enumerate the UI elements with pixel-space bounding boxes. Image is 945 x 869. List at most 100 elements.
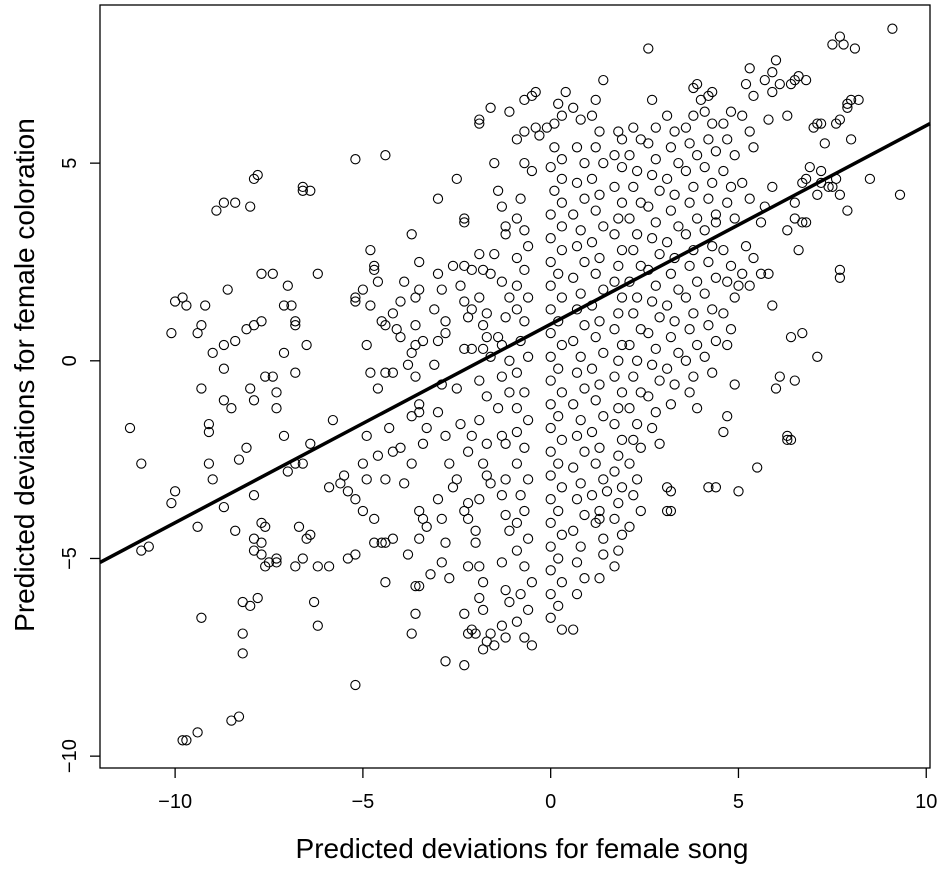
data-point <box>722 197 733 208</box>
data-point <box>613 545 624 556</box>
data-point <box>545 256 556 268</box>
data-point <box>252 169 263 181</box>
data-point <box>245 600 256 612</box>
data-point <box>222 284 233 295</box>
data-point <box>643 391 654 402</box>
data-point <box>733 486 744 497</box>
data-point <box>504 525 515 536</box>
data-point <box>793 244 804 256</box>
data-point <box>410 580 421 592</box>
data-point <box>241 324 252 335</box>
data-point <box>369 513 380 525</box>
data-point <box>455 418 466 430</box>
data-point <box>474 118 485 129</box>
data-point <box>376 537 387 548</box>
data-point <box>200 300 211 311</box>
data-point <box>241 442 252 453</box>
data-point <box>628 434 639 446</box>
data-point <box>680 165 692 177</box>
data-point <box>192 327 203 339</box>
data-point <box>707 118 718 129</box>
data-point <box>815 165 827 177</box>
data-point <box>755 268 767 279</box>
data-point <box>703 90 714 102</box>
data-point <box>556 387 568 398</box>
data-point <box>485 628 496 639</box>
data-point <box>522 533 534 544</box>
data-point <box>624 521 635 532</box>
data-point <box>594 316 605 327</box>
data-point <box>406 347 417 359</box>
data-point <box>571 588 583 600</box>
data-point <box>519 316 530 327</box>
data-point <box>470 537 481 548</box>
data-point <box>767 300 778 311</box>
data-point <box>511 545 523 556</box>
data-point <box>748 252 759 264</box>
data-point <box>748 90 759 102</box>
data-point <box>650 154 661 165</box>
data-point <box>691 339 703 351</box>
data-point <box>425 569 436 580</box>
data-point <box>579 256 590 268</box>
data-point <box>504 106 515 117</box>
data-point <box>474 494 485 505</box>
data-point <box>553 268 564 279</box>
data-point <box>673 347 684 359</box>
data-point <box>631 229 643 240</box>
data-point <box>522 241 534 252</box>
data-point <box>372 383 384 394</box>
data-point <box>586 363 598 374</box>
data-point <box>357 284 369 295</box>
data-point <box>207 474 218 485</box>
data-point <box>481 438 492 449</box>
data-point <box>703 256 714 268</box>
data-point <box>421 521 432 532</box>
data-point <box>598 157 609 169</box>
data-point <box>218 395 230 406</box>
data-point <box>729 292 740 303</box>
data-point <box>406 411 417 422</box>
data-point <box>691 213 703 224</box>
data-point <box>192 727 203 738</box>
data-point <box>691 276 703 287</box>
data-point <box>211 205 222 216</box>
data-point <box>462 312 474 323</box>
data-point <box>474 561 485 572</box>
data-point <box>410 371 421 382</box>
data-point <box>256 268 267 279</box>
data-point <box>744 280 755 291</box>
data-point <box>267 371 278 382</box>
data-point <box>590 395 601 406</box>
data-point <box>594 126 605 137</box>
data-point <box>440 537 451 548</box>
data-point <box>691 78 703 90</box>
data-point <box>556 110 568 121</box>
data-point <box>271 387 282 398</box>
data-point <box>665 486 677 497</box>
data-point <box>669 189 680 200</box>
data-point <box>549 185 560 196</box>
data-point <box>545 327 556 339</box>
data-point <box>661 300 673 311</box>
data-point <box>459 217 470 228</box>
data-point <box>785 78 797 90</box>
data-point <box>545 517 556 529</box>
data-point <box>684 324 695 335</box>
data-point <box>680 292 692 303</box>
data-point <box>432 407 444 418</box>
data-point <box>579 446 590 457</box>
data-point <box>218 363 230 374</box>
data-point <box>444 458 455 469</box>
data-point <box>628 371 639 382</box>
data-point <box>661 505 673 517</box>
data-point <box>699 225 710 236</box>
data-point <box>376 316 387 327</box>
data-point <box>763 268 774 279</box>
y-tick-label: 0 <box>59 355 81 366</box>
data-point <box>665 205 677 216</box>
data-point <box>661 482 673 493</box>
data-point <box>613 497 624 509</box>
data-point <box>609 324 620 335</box>
data-point <box>459 608 470 619</box>
